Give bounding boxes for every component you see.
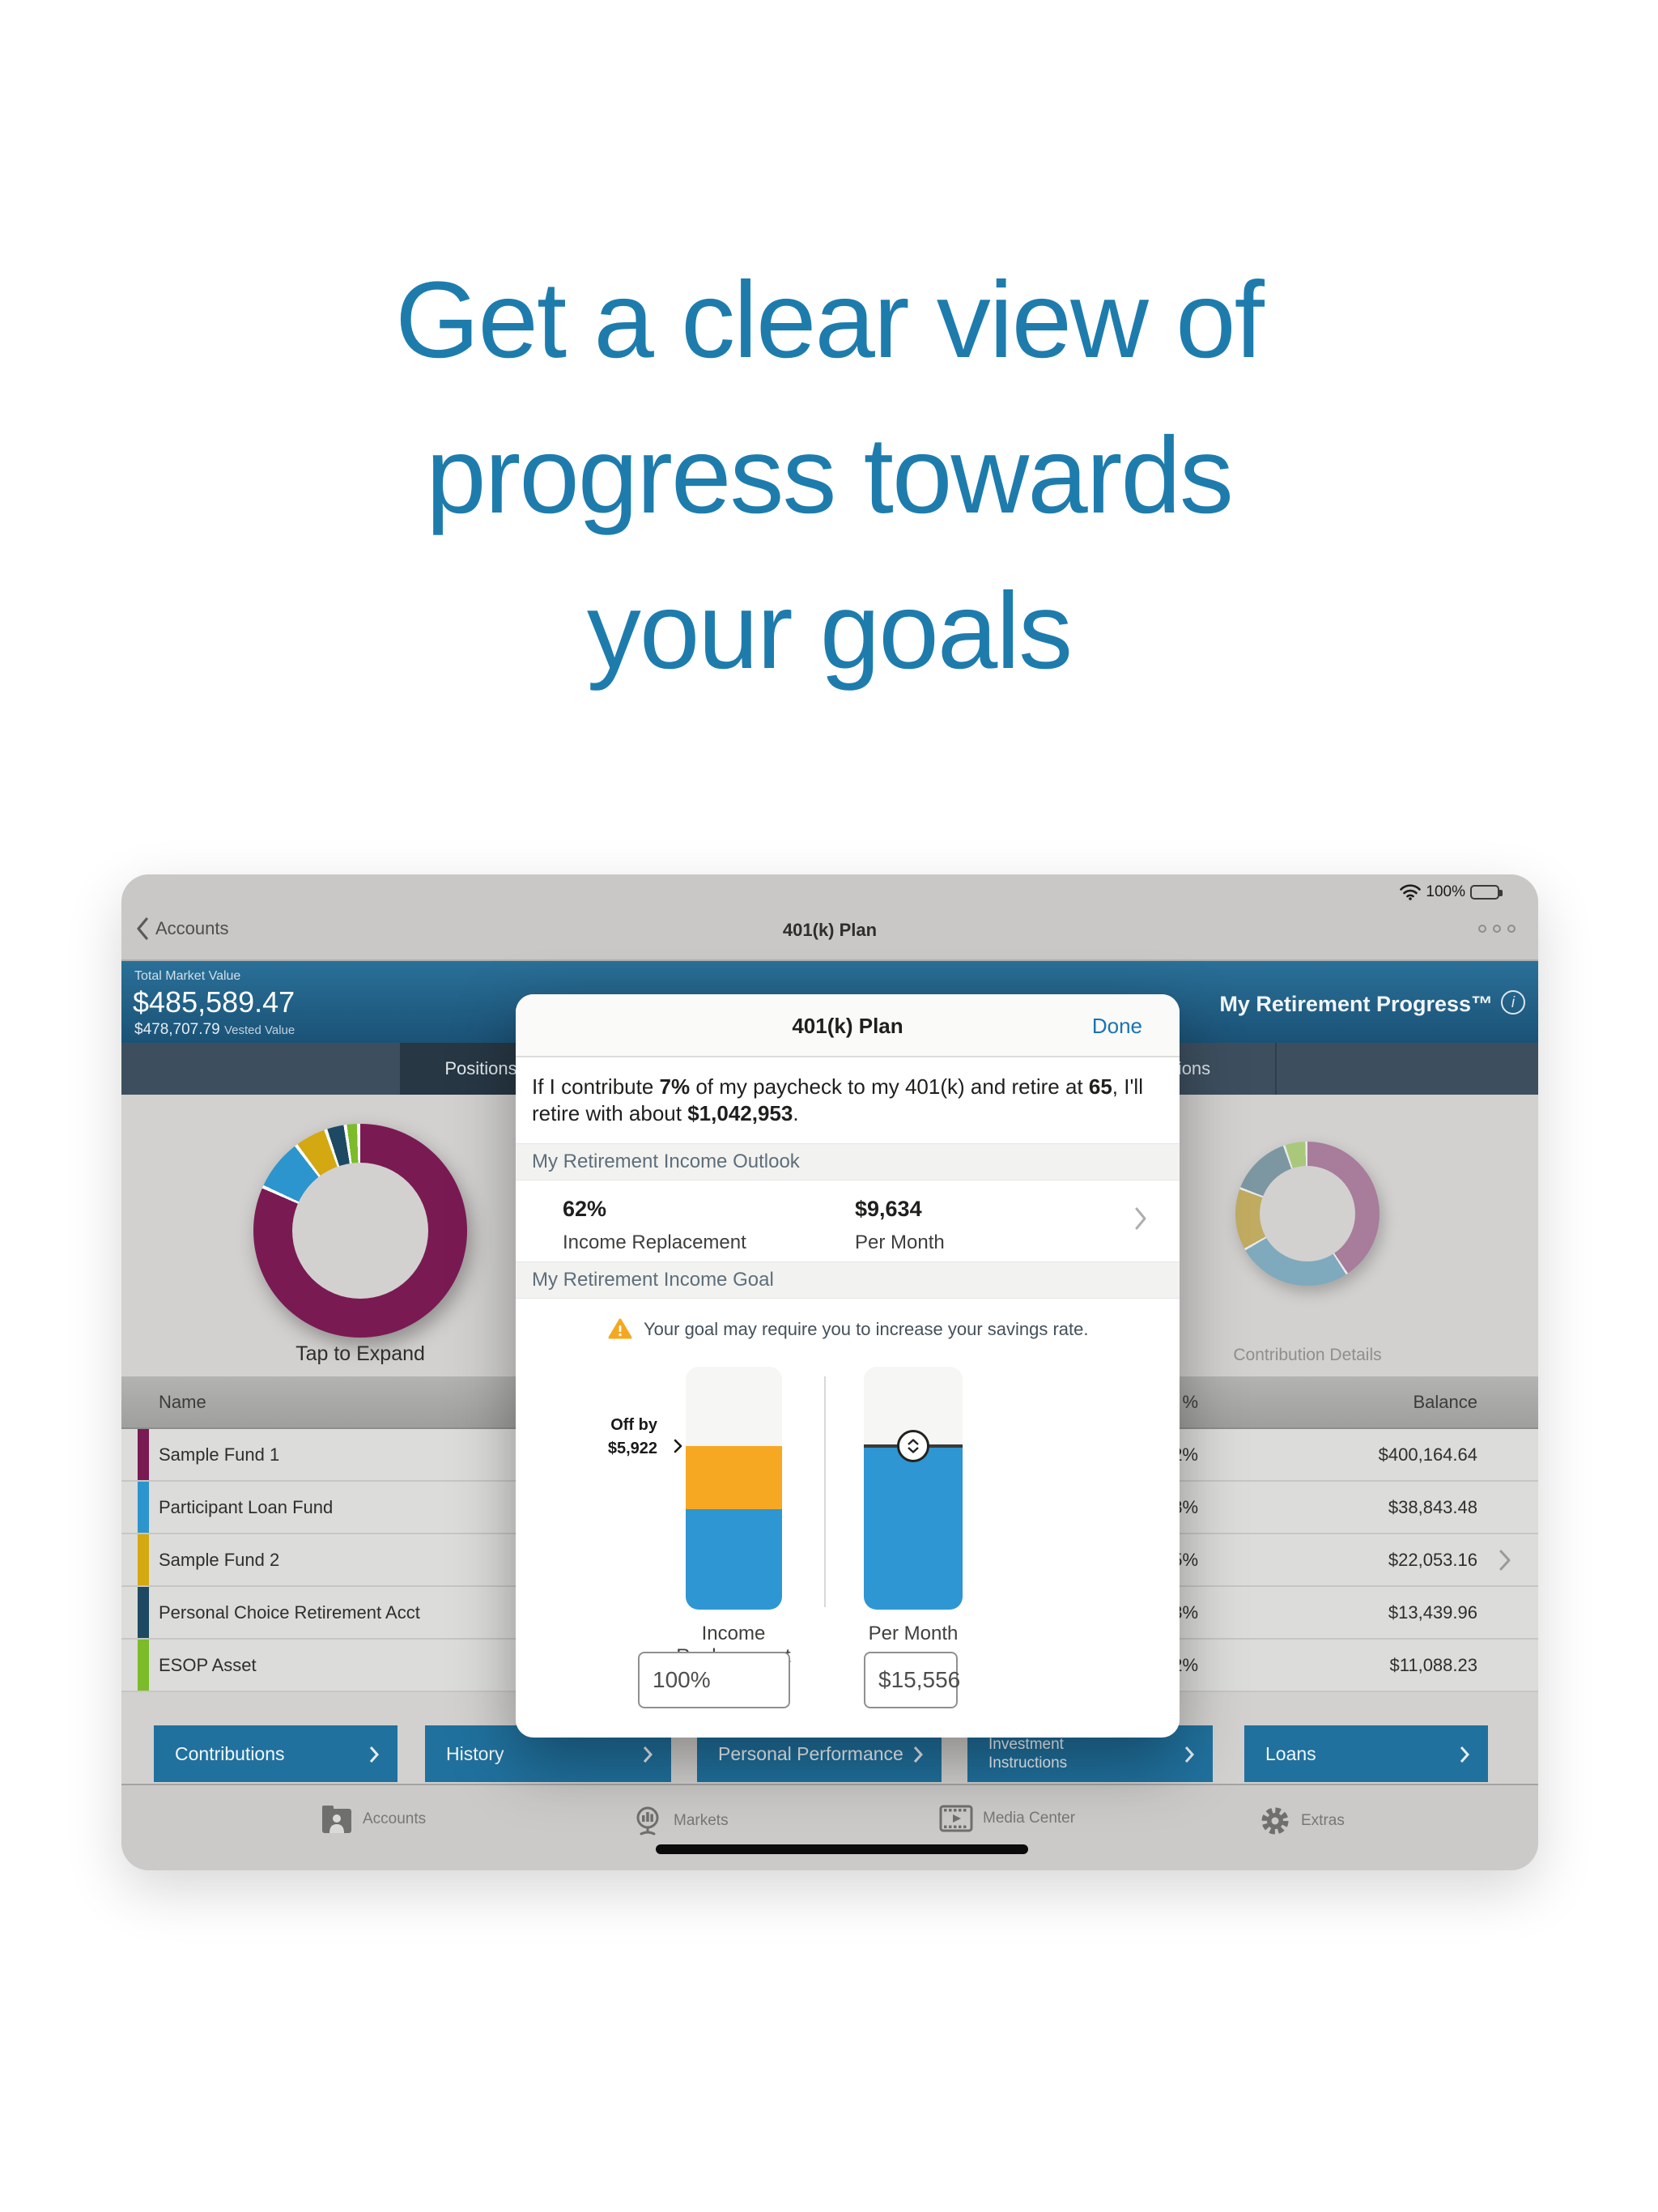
allocation-donut-chart[interactable] — [253, 1124, 467, 1338]
back-button[interactable]: Accounts — [136, 917, 229, 941]
info-icon[interactable] — [1501, 990, 1525, 1015]
modal-title: 401(k) Plan — [792, 1014, 903, 1038]
warning-icon — [608, 1318, 632, 1340]
chevron-left-icon — [136, 917, 149, 941]
tab-markets[interactable]: Markets — [631, 1805, 729, 1837]
chevron-right-icon — [1184, 1746, 1195, 1763]
per-month-value: $9,634 — [855, 1197, 922, 1221]
battery-percent-label: 100% — [1426, 883, 1465, 900]
headline-line-2: progress towards — [426, 415, 1234, 536]
tab-media-center[interactable]: Media Center — [939, 1805, 1075, 1832]
off-by-label: Off by $5,922 — [607, 1416, 657, 1457]
fund-color-strip — [138, 1587, 149, 1638]
markets-icon — [631, 1805, 664, 1837]
goal-slider-handle[interactable] — [897, 1430, 929, 1463]
goal-bar-per-month — [864, 1367, 963, 1610]
home-indicator[interactable] — [656, 1844, 1028, 1854]
total-market-value-label: Total Market Value — [134, 969, 241, 983]
per-month-label: Per Month — [855, 1231, 945, 1253]
back-button-label: Accounts — [155, 918, 229, 938]
vested-value: $478,707.79 Vested Value — [134, 1021, 295, 1038]
retirement-progress-modal: 401(k) Plan Done If I contribute 7% of m… — [516, 994, 1180, 1738]
goal-bar-replacement-shortfall — [686, 1446, 782, 1510]
nav-title: 401(k) Plan — [782, 920, 878, 940]
column-header-pct: % — [1182, 1391, 1198, 1412]
per-month-input[interactable]: $15,556 — [864, 1652, 960, 1708]
total-market-value: $485,589.47 — [133, 985, 295, 1019]
battery-icon — [1470, 885, 1503, 900]
status-cluster: 100% — [1400, 883, 1503, 902]
income-replacement-value: 62% — [563, 1197, 607, 1221]
done-button[interactable]: Done — [1091, 1014, 1142, 1038]
chevron-right-icon — [1498, 1549, 1512, 1572]
tab-accounts[interactable]: Accounts — [321, 1805, 426, 1834]
loans-button[interactable]: Loans — [1244, 1725, 1488, 1782]
tap-to-expand-label[interactable]: Tap to Expand — [295, 1342, 425, 1365]
contributions-button[interactable]: Contributions — [154, 1725, 397, 1782]
fund-color-strip — [138, 1640, 149, 1691]
tab-extras[interactable]: Extras — [1259, 1805, 1345, 1837]
retirement-statement: If I contribute 7% of my paycheck to my … — [532, 1074, 1143, 1125]
extras-icon — [1259, 1805, 1291, 1837]
fund-color-strip — [138, 1482, 149, 1533]
fund-color-strip — [138, 1429, 149, 1480]
chevron-right-icon — [368, 1746, 380, 1763]
vested-value-label: Vested Value — [223, 1023, 295, 1037]
goal-bar-month-funded — [864, 1446, 963, 1610]
more-menu-icon[interactable] — [1478, 925, 1516, 933]
wifi-icon — [1400, 884, 1422, 900]
goal-bar-income-replacement — [686, 1367, 782, 1610]
contribution-details-label: Contribution Details — [1233, 1346, 1382, 1364]
goal-warning: Your goal may require you to increase yo… — [608, 1318, 1088, 1340]
income-replacement-label: Income Replacement — [563, 1231, 746, 1253]
bottom-tab-bar: Accounts Markets — [121, 1784, 1538, 1870]
column-header-name: Name — [159, 1391, 206, 1412]
off-by-arrow-icon — [673, 1438, 683, 1454]
chevron-right-icon — [642, 1746, 653, 1763]
section-goal: My Retirement Income Goal — [516, 1261, 1180, 1299]
income-replacement-input[interactable]: 100% — [638, 1652, 790, 1708]
headline: Get a clear view of progress towards you… — [0, 243, 1658, 709]
warning-text: Your goal may require you to increase yo… — [644, 1318, 1089, 1339]
modal-header: 401(k) Plan Done — [516, 994, 1180, 1057]
contribution-donut-chart[interactable] — [1235, 1142, 1380, 1286]
goal-bar-replacement-funded — [686, 1509, 782, 1610]
section-outlook: My Retirement Income Outlook — [516, 1143, 1180, 1180]
accounts-icon — [321, 1805, 353, 1834]
chevron-right-icon — [912, 1746, 924, 1763]
status-nav-bar: 100% Accounts 401(k) Plan — [121, 874, 1538, 961]
column-header-balance: Balance — [1413, 1391, 1477, 1412]
chevron-right-icon — [1459, 1746, 1470, 1763]
tab-divider — [1275, 1043, 1277, 1095]
outlook-row-chevron-icon[interactable] — [1134, 1206, 1147, 1231]
retirement-progress-title: My Retirement Progress™ — [1219, 992, 1493, 1016]
media-center-icon — [939, 1805, 973, 1832]
goal-bars-divider — [824, 1376, 826, 1607]
headline-line-3: your goals — [586, 571, 1073, 691]
goal-bar2-label: Per Month — [868, 1623, 959, 1644]
fund-color-strip — [138, 1534, 149, 1585]
headline-line-1: Get a clear view of — [395, 260, 1265, 381]
